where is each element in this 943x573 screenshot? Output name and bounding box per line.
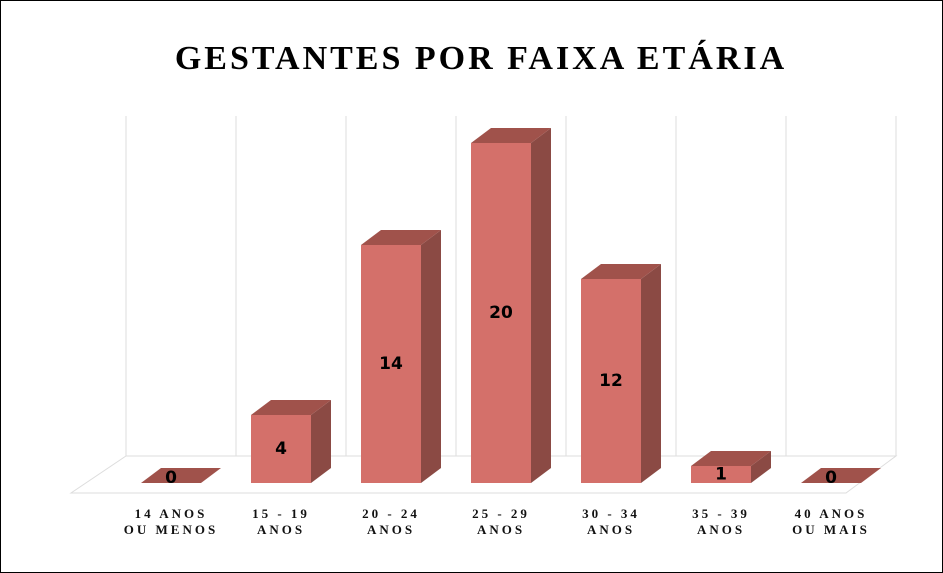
bar: [361, 230, 441, 483]
bar-side: [421, 230, 441, 483]
bar: [471, 128, 551, 483]
bar: [251, 400, 331, 483]
data-label: 12: [599, 371, 623, 391]
bar-side: [311, 400, 331, 483]
x-tick-label: 25 - 29 ANOS: [472, 506, 530, 537]
x-tick-label: 20 - 24 ANOS: [362, 506, 420, 537]
bar: [801, 468, 881, 483]
bar-side: [531, 128, 551, 483]
bar-side: [751, 451, 771, 483]
x-tick-label: 14 ANOS OU MENOS: [123, 506, 219, 537]
bar-front: [691, 466, 751, 483]
chart-title: GESTANTES POR FAIXA ETÁRIA: [175, 40, 787, 77]
bar-top: [581, 264, 661, 279]
data-label: 14: [379, 354, 403, 374]
data-label: 0: [165, 468, 177, 488]
bar: [691, 451, 771, 483]
data-label: 0: [825, 468, 837, 488]
x-tick-label: 15 - 19 ANOS: [252, 506, 310, 537]
bar: [141, 468, 221, 483]
bar-front: [251, 415, 311, 483]
x-tick-label: 40 ANOS OU MAIS: [792, 506, 870, 537]
bar-top: [691, 451, 771, 466]
bar-side: [641, 264, 661, 483]
bar: [581, 264, 661, 483]
bar-top: [251, 400, 331, 415]
data-label: 20: [489, 303, 513, 323]
data-label: 4: [275, 439, 287, 459]
x-tick-label: 30 - 34 ANOS: [582, 506, 640, 537]
bar-front: [471, 143, 531, 483]
bar-front: [361, 245, 421, 483]
x-tick-label: 35 - 39 ANOS: [692, 506, 750, 537]
bar-top: [361, 230, 441, 245]
bar-top: [141, 468, 221, 483]
bar-top: [801, 468, 881, 483]
data-label: 1: [715, 465, 727, 485]
bar-front: [581, 279, 641, 483]
bar-top: [471, 128, 551, 143]
